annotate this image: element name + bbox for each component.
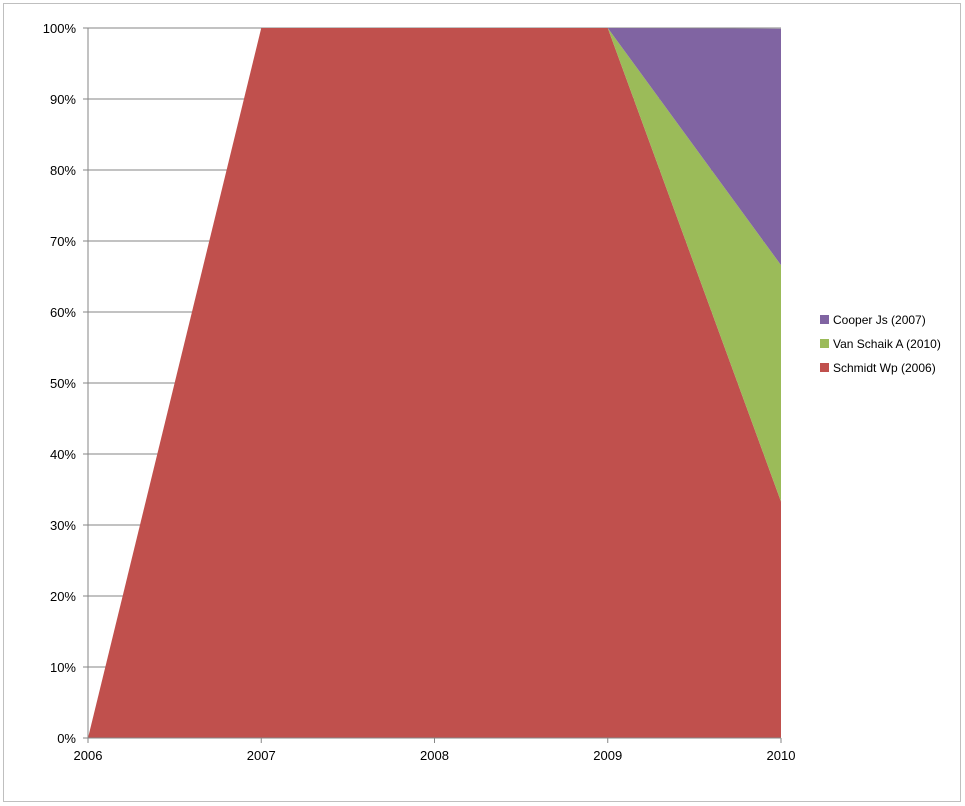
legend-swatch: [820, 315, 829, 324]
area-schmidt-wp-2006: [88, 28, 781, 738]
y-tick-label: 90%: [50, 92, 76, 107]
y-tick-label: 100%: [43, 21, 77, 36]
area-series: [88, 28, 781, 738]
y-tick-label: 30%: [50, 518, 76, 533]
y-tick-label: 60%: [50, 305, 76, 320]
area-cooper-js-2007: [88, 28, 781, 738]
y-tick-label: 80%: [50, 163, 76, 178]
y-tick-label: 40%: [50, 447, 76, 462]
x-tick-label: 2009: [593, 748, 622, 763]
y-tick-label: 70%: [50, 234, 76, 249]
y-tick-label: 0%: [57, 731, 76, 746]
tick-labels: 0% 10% 20% 30% 40% 50% 60% 70% 80% 90% 100% 2006 200…: [43, 21, 796, 763]
legend-label: Schmidt Wp (2006): [833, 360, 936, 375]
y-tick-label: 20%: [50, 589, 76, 604]
legend-swatch: [820, 339, 829, 348]
legend-swatch: [820, 363, 829, 372]
axes: [83, 27, 782, 743]
legend-label: Van Schaik A (2010): [833, 336, 941, 351]
legend-label: Cooper Js (2007): [833, 312, 926, 327]
x-tick-label: 2006: [74, 748, 103, 763]
legend-item: Schmidt Wp (2006): [820, 357, 941, 378]
x-tick-label: 2008: [420, 748, 449, 763]
x-tick-label: 2007: [247, 748, 276, 763]
legend-item: Cooper Js (2007): [820, 309, 941, 330]
x-tick-label: 2010: [767, 748, 796, 763]
y-tick-label: 50%: [50, 376, 76, 391]
legend-item: Van Schaik A (2010): [820, 333, 941, 354]
y-tick-label: 10%: [50, 660, 76, 675]
legend: Cooper Js (2007) Van Schaik A (2010) Schmi…: [820, 309, 941, 381]
